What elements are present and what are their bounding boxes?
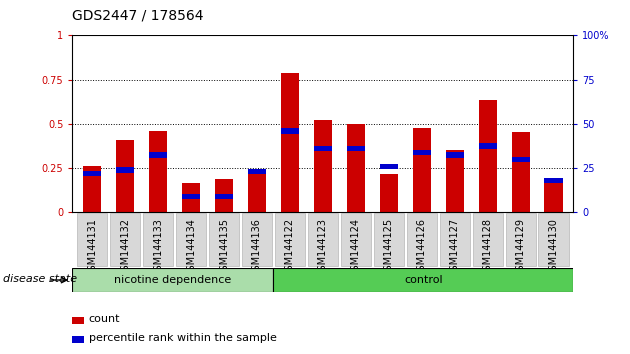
Bar <box>176 213 206 266</box>
Bar <box>149 152 167 158</box>
Bar <box>116 167 134 172</box>
Text: GSM144132: GSM144132 <box>120 218 130 277</box>
Bar <box>248 169 266 175</box>
Text: GSM144123: GSM144123 <box>318 218 328 277</box>
Bar <box>281 128 299 133</box>
Bar <box>346 124 365 212</box>
Bar <box>505 213 536 266</box>
Text: GSM144127: GSM144127 <box>450 218 460 277</box>
Bar <box>110 213 140 266</box>
Text: GDS2447 / 178564: GDS2447 / 178564 <box>72 9 204 23</box>
Bar <box>445 152 464 158</box>
Bar <box>215 194 233 199</box>
Text: GSM144133: GSM144133 <box>153 218 163 277</box>
Text: GSM144136: GSM144136 <box>252 218 262 277</box>
Text: GSM144124: GSM144124 <box>351 218 361 277</box>
Bar <box>72 336 84 343</box>
Bar <box>407 213 437 266</box>
Bar <box>445 149 464 212</box>
Text: GSM144131: GSM144131 <box>87 218 97 277</box>
Text: GSM144135: GSM144135 <box>219 218 229 277</box>
Bar <box>479 100 496 212</box>
Bar <box>83 166 101 212</box>
Bar <box>209 213 239 266</box>
Bar <box>512 132 530 212</box>
Bar <box>182 183 200 212</box>
Text: count: count <box>89 314 120 324</box>
Bar <box>346 146 365 152</box>
Bar <box>539 213 569 266</box>
Text: disease state: disease state <box>3 274 77 284</box>
Text: control: control <box>404 275 443 285</box>
Bar <box>275 213 305 266</box>
Bar <box>242 213 272 266</box>
Bar <box>149 131 167 212</box>
Bar <box>72 268 273 292</box>
Bar <box>341 213 371 266</box>
Bar <box>273 268 573 292</box>
Text: GSM144128: GSM144128 <box>483 218 493 277</box>
Bar <box>182 194 200 199</box>
Text: GSM144134: GSM144134 <box>186 218 196 277</box>
Text: GSM144130: GSM144130 <box>549 218 559 277</box>
Bar <box>281 73 299 212</box>
Bar <box>248 169 266 212</box>
Bar <box>413 128 431 212</box>
Bar <box>314 146 332 152</box>
Bar <box>374 213 404 266</box>
Bar <box>380 175 398 212</box>
Bar <box>512 156 530 162</box>
Bar <box>380 164 398 169</box>
Text: nicotine dependence: nicotine dependence <box>114 275 232 285</box>
Bar <box>83 171 101 176</box>
Bar <box>72 317 84 324</box>
Text: GSM144129: GSM144129 <box>515 218 525 277</box>
Bar <box>314 120 332 212</box>
Bar <box>215 179 233 212</box>
Text: GSM144126: GSM144126 <box>416 218 427 277</box>
Text: GSM144122: GSM144122 <box>285 218 295 277</box>
Text: percentile rank within the sample: percentile rank within the sample <box>89 333 277 343</box>
Bar <box>440 213 470 266</box>
Bar <box>479 143 496 149</box>
Bar <box>472 213 503 266</box>
Bar <box>413 149 431 155</box>
Bar <box>77 213 107 266</box>
Bar <box>116 140 134 212</box>
Bar <box>544 178 563 183</box>
Bar <box>308 213 338 266</box>
Text: GSM144125: GSM144125 <box>384 218 394 277</box>
Bar <box>143 213 173 266</box>
Bar <box>544 178 563 212</box>
